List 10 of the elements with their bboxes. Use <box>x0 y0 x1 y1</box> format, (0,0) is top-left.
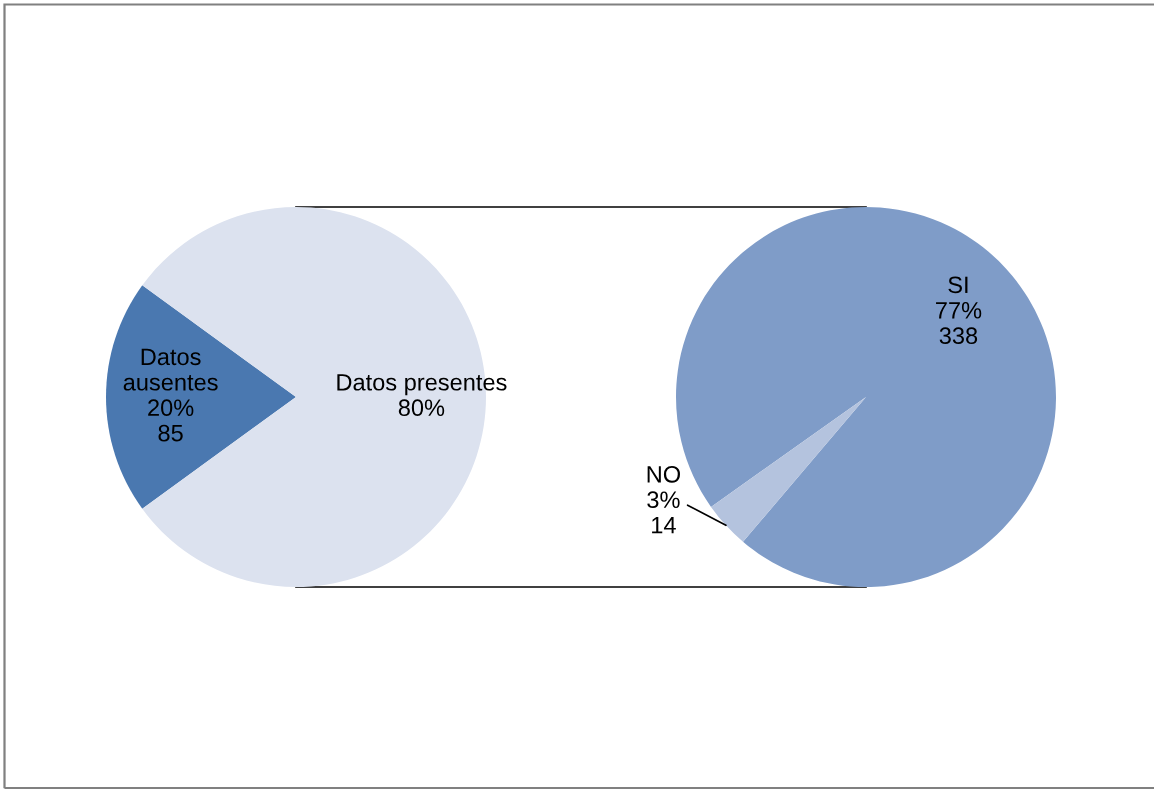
slice-label: Datos ausentes <box>123 348 218 391</box>
slice-label: NO <box>647 465 680 483</box>
data-label: 20% 85 <box>148 399 194 442</box>
pie-slice <box>711 397 866 542</box>
slice-label: Datos presentes <box>337 374 507 396</box>
data-label: 77% 338 <box>936 302 982 345</box>
data-label: 3% 14 <box>647 491 680 534</box>
slice-label: SI <box>948 276 968 294</box>
data-label: 80% <box>398 399 445 417</box>
pie-slice <box>106 285 296 509</box>
